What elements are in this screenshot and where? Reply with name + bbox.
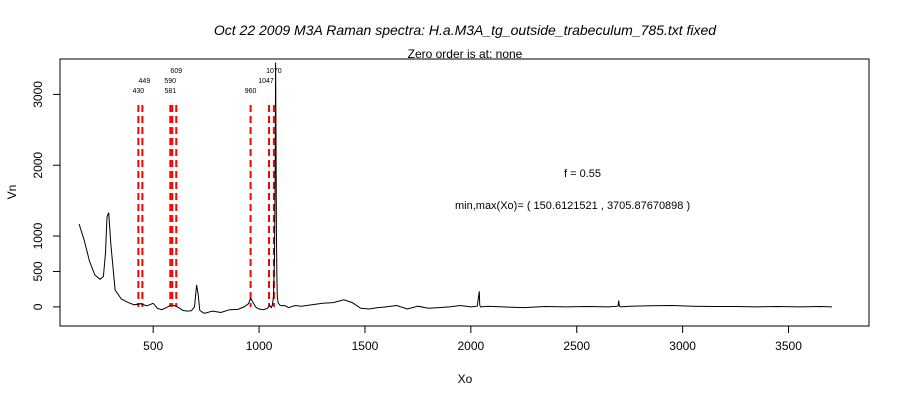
- peak-marker-label-1047: 1047: [258, 78, 274, 85]
- x-tick-label-2000: 2000: [458, 339, 485, 353]
- x-tick-label-500: 500: [143, 339, 163, 353]
- x-axis-label: Xo: [458, 372, 473, 386]
- x-tick-label-1500: 1500: [352, 339, 379, 353]
- peak-marker-label-1070: 1070: [266, 68, 282, 75]
- chart-subtitle: Zero order is at: none: [408, 47, 523, 61]
- peak-marker-label-609: 609: [170, 68, 182, 75]
- peak-marker-label-430: 430: [133, 88, 145, 95]
- y-axis-label: Vn: [5, 185, 19, 200]
- plot-frame: [59, 58, 870, 327]
- x-tick-label-3000: 3000: [669, 339, 696, 353]
- chart-title: Oct 22 2009 M3A Raman spectra: H.a.M3A_t…: [214, 22, 717, 38]
- y-tick-label-2000: 2000: [31, 152, 45, 179]
- y-tick-label-0: 0: [31, 303, 45, 310]
- x-tick-label-1000: 1000: [246, 339, 273, 353]
- peak-marker-label-581: 581: [164, 88, 176, 95]
- minmax-annotation: min,max(Xo)= ( 150.6121521 , 3705.876708…: [455, 200, 690, 212]
- y-tick-label-1000: 1000: [31, 222, 45, 249]
- x-axis: 500 1000 1500 2000 2500 3000 3500: [143, 325, 802, 353]
- peak-marker-label-590: 590: [164, 78, 176, 85]
- y-axis: 0 500 1000 2000 3000: [31, 81, 61, 310]
- x-tick-label-3500: 3500: [775, 339, 802, 353]
- peak-marker-label-449: 449: [139, 78, 151, 85]
- peak-marker-label-960: 960: [245, 88, 257, 95]
- spectrum-line: [78, 62, 832, 314]
- f-annotation: f = 0.55: [564, 168, 601, 180]
- x-tick-label-2500: 2500: [563, 339, 590, 353]
- y-tick-label-3000: 3000: [31, 81, 45, 108]
- y-tick-label-500: 500: [31, 261, 45, 281]
